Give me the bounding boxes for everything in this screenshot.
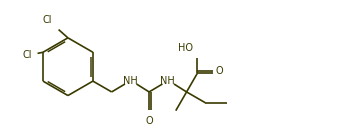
Text: NH: NH	[160, 76, 175, 86]
Text: Cl: Cl	[23, 50, 32, 60]
Text: O: O	[216, 66, 224, 76]
Text: O: O	[145, 116, 153, 126]
Text: HO: HO	[178, 43, 193, 53]
Text: NH: NH	[123, 76, 138, 86]
Text: Cl: Cl	[43, 15, 52, 25]
